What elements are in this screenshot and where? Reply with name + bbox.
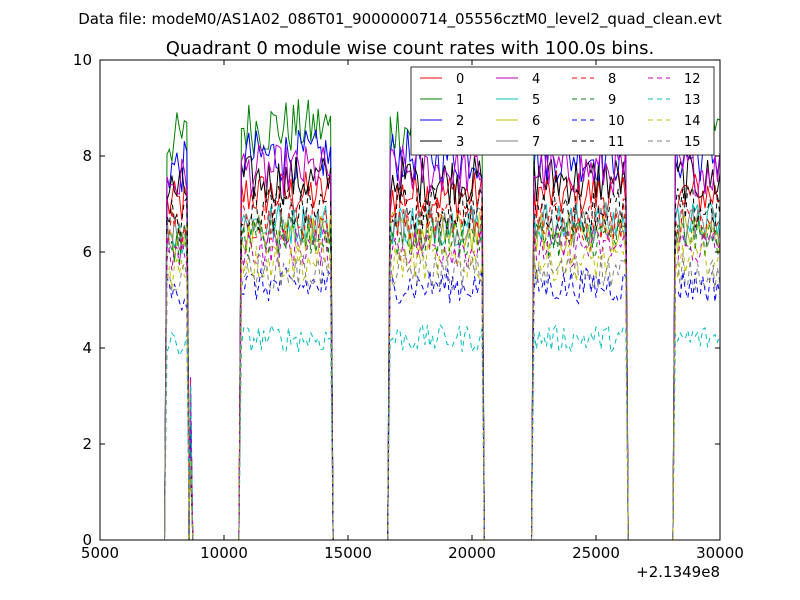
y-tick-label: 0 (82, 531, 92, 549)
legend-label-1: 1 (456, 93, 464, 108)
legend-label-13: 13 (684, 93, 701, 108)
series-line-6 (164, 211, 721, 541)
series-line-7 (164, 206, 721, 541)
x-tick-label: 5000 (81, 544, 119, 562)
series-line-0 (164, 170, 721, 541)
legend-label-14: 14 (684, 114, 701, 129)
series-line-14 (164, 240, 721, 541)
series-line-10 (164, 267, 721, 541)
y-tick-label: 10 (73, 51, 92, 69)
series-line-8 (164, 197, 721, 541)
y-tick-label: 2 (82, 435, 92, 453)
series-line-15 (164, 252, 721, 541)
series-line-11 (164, 185, 721, 541)
chart-title: Quadrant 0 module wise count rates with … (166, 38, 655, 59)
legend-label-5: 5 (532, 93, 540, 108)
x-tick-label: 10000 (200, 544, 248, 562)
x-axis: 5000 10000 15000 20000 25000 30000 (81, 60, 744, 562)
legend-label-4: 4 (532, 72, 540, 87)
x-offset-label: +2.1349e8 (636, 563, 720, 581)
plot-lines (164, 98, 721, 541)
legend-label-15: 15 (684, 135, 701, 150)
legend-label-7: 7 (532, 135, 540, 150)
chart-suptitle: Data file: modeM0/AS1A02_086T01_90000007… (78, 10, 722, 29)
series-line-12 (164, 225, 721, 541)
legend-label-3: 3 (456, 135, 464, 150)
x-tick-label: 15000 (324, 544, 372, 562)
legend-label-10: 10 (608, 114, 625, 129)
x-tick-label: 30000 (696, 544, 744, 562)
series-line-13 (164, 322, 721, 541)
legend-label-11: 11 (608, 135, 625, 150)
x-tick-label: 25000 (572, 544, 620, 562)
y-tick-label: 4 (82, 339, 92, 357)
series-line-4 (164, 143, 721, 541)
series-line-9 (164, 215, 721, 541)
x-tick-label: 20000 (448, 544, 496, 562)
plot-frame (99, 59, 721, 541)
legend-label-8: 8 (608, 72, 616, 87)
legend-label-0: 0 (456, 72, 464, 87)
y-tick-label: 8 (82, 147, 92, 165)
legend-box (410, 66, 715, 156)
y-tick-label: 6 (82, 243, 92, 261)
legend-label-9: 9 (608, 93, 616, 108)
legend-label-2: 2 (456, 114, 464, 129)
legend-label-12: 12 (684, 72, 701, 87)
legend-label-6: 6 (532, 114, 540, 129)
